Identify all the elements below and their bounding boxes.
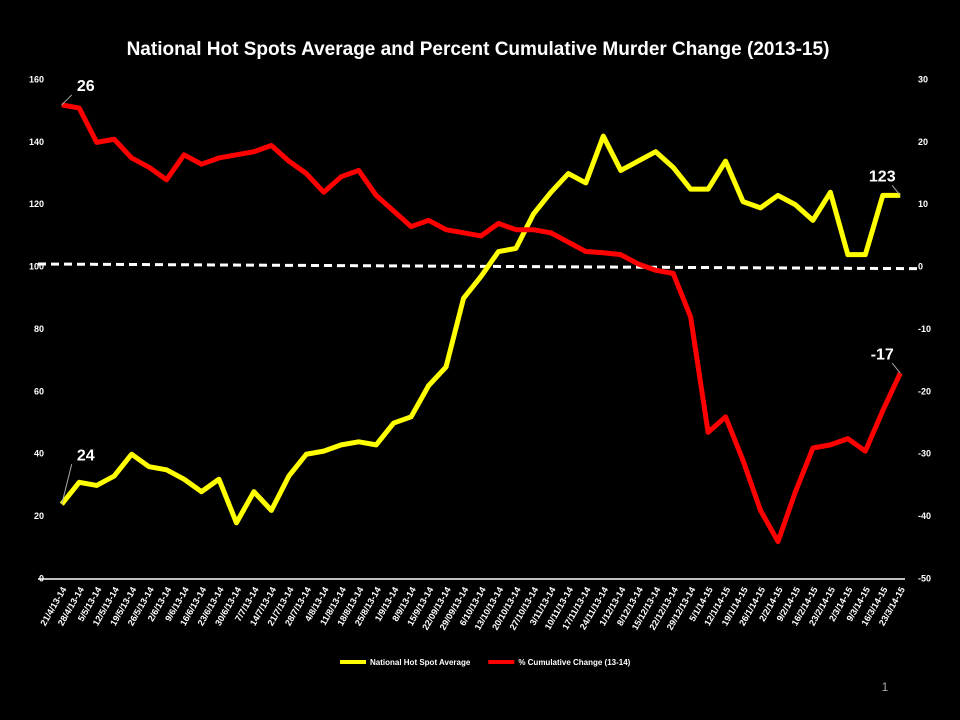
legend-label: % Cumulative Change (13-14) [518, 658, 630, 667]
y2-tick-label: 30 [918, 74, 928, 84]
label-leader [61, 94, 73, 106]
y-tick-label: 140 [29, 137, 44, 147]
y-tick-label: 120 [29, 199, 44, 209]
y2-tick-label: -20 [918, 386, 931, 396]
y-tick-label: 20 [34, 511, 44, 521]
y2-tick-label: -10 [918, 324, 931, 334]
label-leader [61, 464, 73, 505]
y2-tick-label: 0 [918, 262, 923, 272]
data-line [59, 133, 901, 526]
chart-title: National Hot Spots Average and Percent C… [127, 39, 830, 60]
y-tick-label: 100 [29, 262, 44, 272]
y2-tick-label: 20 [918, 137, 928, 147]
y2-tick-label: 10 [918, 199, 928, 209]
data-label: 26 [77, 78, 95, 95]
data-label: -17 [871, 346, 894, 363]
y2-tick-label: -30 [918, 449, 931, 459]
label-leader [891, 185, 901, 196]
label-leader [891, 362, 901, 374]
y2-tick-label: -50 [918, 573, 931, 583]
trend-line [37, 262, 923, 271]
data-label: 123 [869, 169, 896, 186]
data-label: 24 [77, 447, 95, 464]
data-line [61, 102, 903, 545]
y-tick-label: 80 [34, 324, 44, 334]
legend-label: National Hot Spot Average [370, 658, 471, 667]
page-number: 1 [882, 680, 889, 694]
y-tick-label: 60 [34, 386, 44, 396]
y2-tick-label: -40 [918, 511, 931, 521]
y-tick-label: 160 [29, 74, 44, 84]
y-tick-label: 40 [34, 449, 44, 459]
